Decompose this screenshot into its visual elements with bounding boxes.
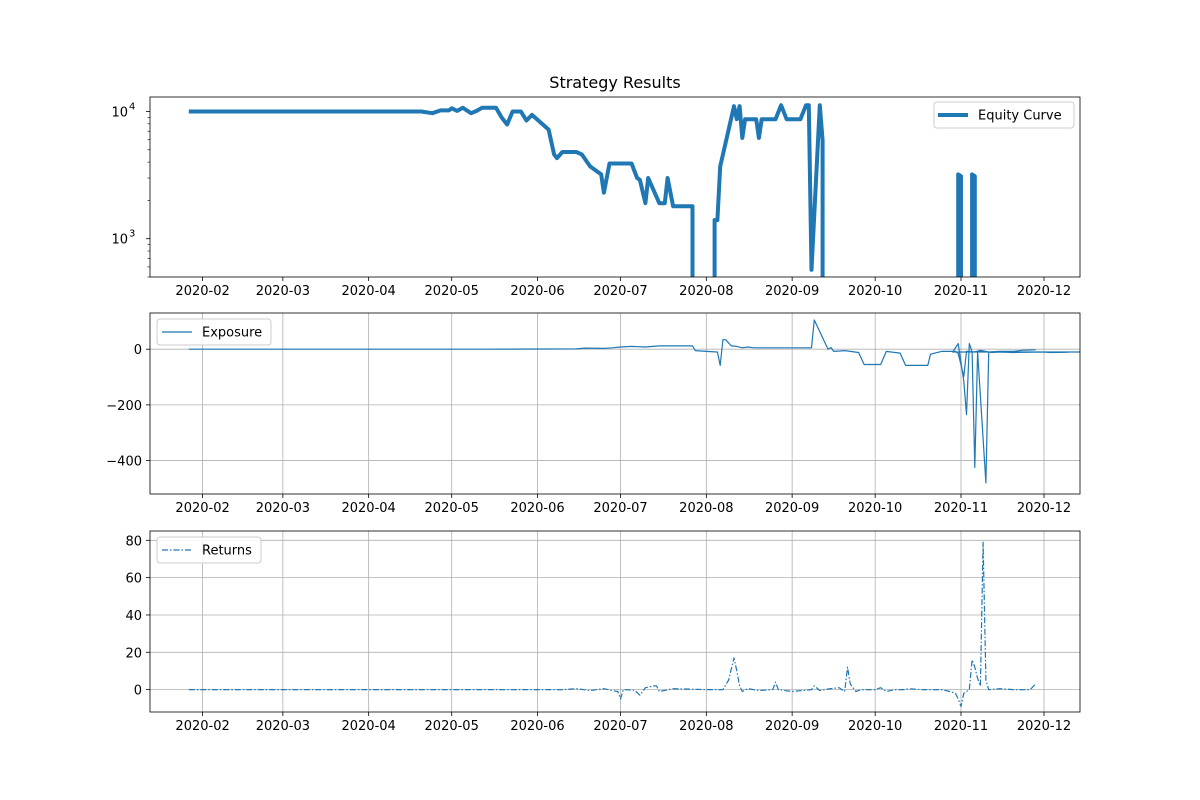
x-tick-label: 2020-07 bbox=[593, 501, 647, 516]
y-tick-label: 10 bbox=[111, 233, 128, 248]
returns-series bbox=[188, 541, 1037, 707]
x-tick-label: 2020-11 bbox=[934, 719, 988, 734]
y-tick-label: 0 bbox=[134, 684, 142, 699]
x-tick-label: 2020-12 bbox=[1017, 501, 1071, 516]
equity-legend-box bbox=[933, 101, 1075, 129]
x-tick-label: 2020-06 bbox=[510, 501, 564, 516]
returns-x-axis: 2020-02 2020-03 2020-04 2020-05 2020-06 2020-… bbox=[175, 712, 1071, 734]
series-spike bbox=[956, 172, 963, 277]
x-tick-label: 2020-11 bbox=[934, 284, 988, 299]
x-tick-label: 2020-07 bbox=[593, 719, 647, 734]
x-tick-label: 2020-04 bbox=[341, 284, 395, 299]
equity-axes-frame bbox=[149, 96, 1081, 278]
exposure-x-axis: 2020-02 2020-03 2020-04 2020-05 2020-06 2020-… bbox=[175, 494, 1071, 516]
exposure-legend-box bbox=[156, 318, 272, 346]
returns-axes-frame bbox=[149, 530, 1081, 713]
x-tick-label: 2020-03 bbox=[256, 501, 310, 516]
x-tick-label: 2020-06 bbox=[510, 719, 564, 734]
exposure-y-axis: 0 −200 −400 bbox=[106, 343, 150, 470]
x-tick-label: 2020-02 bbox=[175, 284, 229, 299]
returns-y-axis: 0 20 40 60 80 bbox=[125, 534, 150, 699]
x-tick-label: 2020-06 bbox=[510, 284, 564, 299]
x-tick-label: 2020-02 bbox=[175, 719, 229, 734]
y-tick-label: −200 bbox=[106, 399, 142, 414]
x-tick-label: 2020-08 bbox=[679, 284, 733, 299]
series-line-returns bbox=[188, 541, 1037, 707]
returns-panel: 2020-02 2020-03 2020-04 2020-05 2020-06 2020-… bbox=[125, 530, 1081, 734]
x-tick-label: 2020-11 bbox=[934, 501, 988, 516]
x-tick-label: 2020-05 bbox=[425, 501, 479, 516]
y-tick-label: 10 bbox=[111, 105, 128, 120]
exposure-axes-frame bbox=[149, 312, 1081, 495]
x-tick-label: 2020-05 bbox=[425, 284, 479, 299]
equity-series bbox=[188, 103, 977, 277]
series-spike bbox=[970, 172, 977, 277]
x-tick-label: 2020-08 bbox=[679, 719, 733, 734]
exposure-legend: Exposure bbox=[156, 318, 272, 346]
returns-legend-box bbox=[156, 536, 262, 564]
x-tick-label: 2020-04 bbox=[341, 501, 395, 516]
x-tick-label: 2020-03 bbox=[256, 284, 310, 299]
returns-legend-label: Returns bbox=[202, 544, 252, 559]
chart-title: Strategy Results bbox=[549, 73, 680, 92]
x-tick-label: 2020-07 bbox=[593, 284, 647, 299]
x-tick-label: 2020-10 bbox=[848, 719, 902, 734]
y-tick-label: −400 bbox=[106, 455, 142, 470]
x-tick-label: 2020-09 bbox=[765, 719, 819, 734]
series-line-exposure bbox=[188, 319, 1080, 484]
y-tick-exponent: 4 bbox=[129, 101, 135, 112]
x-tick-label: 2020-09 bbox=[765, 284, 819, 299]
x-tick-label: 2020-04 bbox=[341, 719, 395, 734]
y-tick-label: 0 bbox=[134, 343, 142, 358]
x-tick-label: 2020-12 bbox=[1017, 719, 1071, 734]
exposure-legend-label: Exposure bbox=[202, 326, 262, 341]
x-tick-label: 2020-09 bbox=[765, 501, 819, 516]
y-tick-exponent: 3 bbox=[129, 229, 135, 240]
x-tick-label: 2020-02 bbox=[175, 501, 229, 516]
y-tick-label: 40 bbox=[125, 609, 142, 624]
x-tick-label: 2020-10 bbox=[848, 284, 902, 299]
returns-legend: Returns bbox=[156, 536, 262, 564]
equity-curve-panel: 2020-02 2020-03 2020-04 2020-05 2020-06 2020-… bbox=[111, 96, 1081, 299]
x-tick-label: 2020-10 bbox=[848, 501, 902, 516]
exposure-panel: 2020-02 2020-03 2020-04 2020-05 2020-06 2020-… bbox=[106, 312, 1081, 516]
x-tick-label: 2020-08 bbox=[679, 501, 733, 516]
exposure-series bbox=[188, 319, 1080, 484]
equity-legend: Equity Curve bbox=[933, 101, 1075, 129]
y-tick-label: 80 bbox=[125, 534, 142, 549]
equity-x-axis: 2020-02 2020-03 2020-04 2020-05 2020-06 2020-… bbox=[175, 277, 1071, 299]
y-tick-label: 60 bbox=[125, 572, 142, 587]
x-tick-label: 2020-12 bbox=[1017, 284, 1071, 299]
y-tick-label: 20 bbox=[125, 646, 142, 661]
equity-legend-label: Equity Curve bbox=[978, 109, 1062, 124]
x-tick-label: 2020-05 bbox=[425, 719, 479, 734]
series-line-equity-curve bbox=[188, 103, 825, 277]
x-tick-label: 2020-03 bbox=[256, 719, 310, 734]
